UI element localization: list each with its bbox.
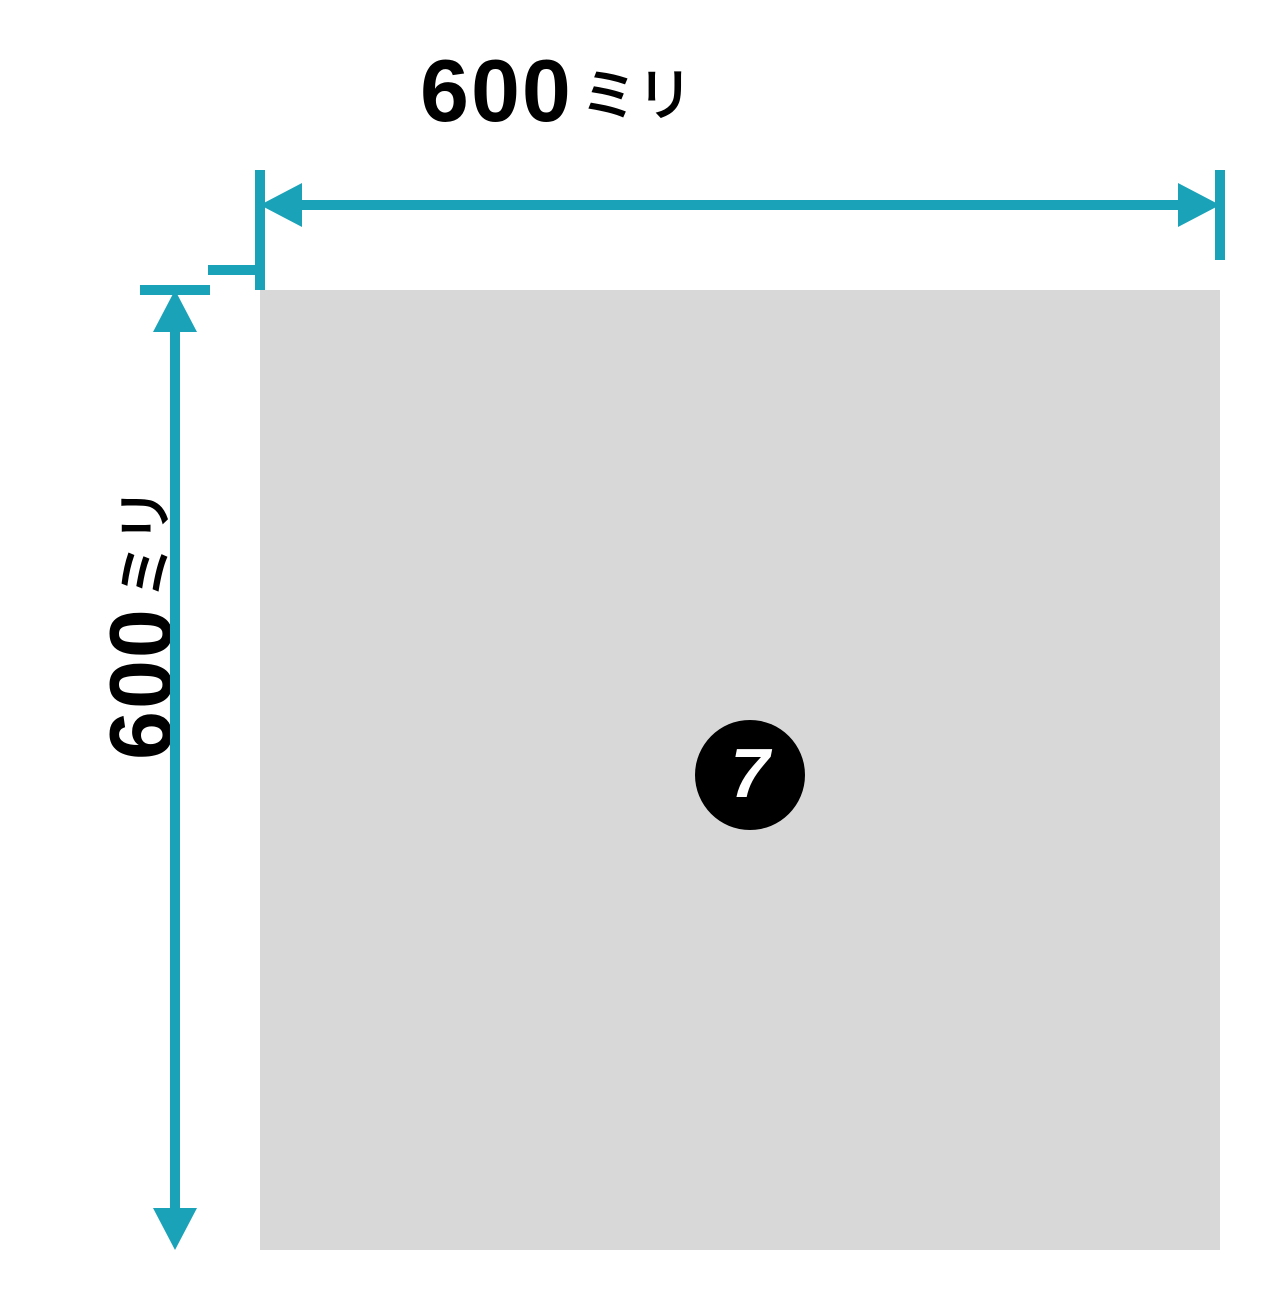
- dimension-diagram: 600ミリ 600ミリ 7: [0, 0, 1280, 1309]
- width-arrowhead-right: [1178, 183, 1220, 227]
- panel-number-badge: 7: [695, 720, 805, 830]
- height-arrowhead-top: [153, 290, 197, 332]
- height-dimension-arrow: [0, 0, 300, 1309]
- height-arrowhead-bottom: [153, 1208, 197, 1250]
- badge-number: 7: [731, 733, 770, 813]
